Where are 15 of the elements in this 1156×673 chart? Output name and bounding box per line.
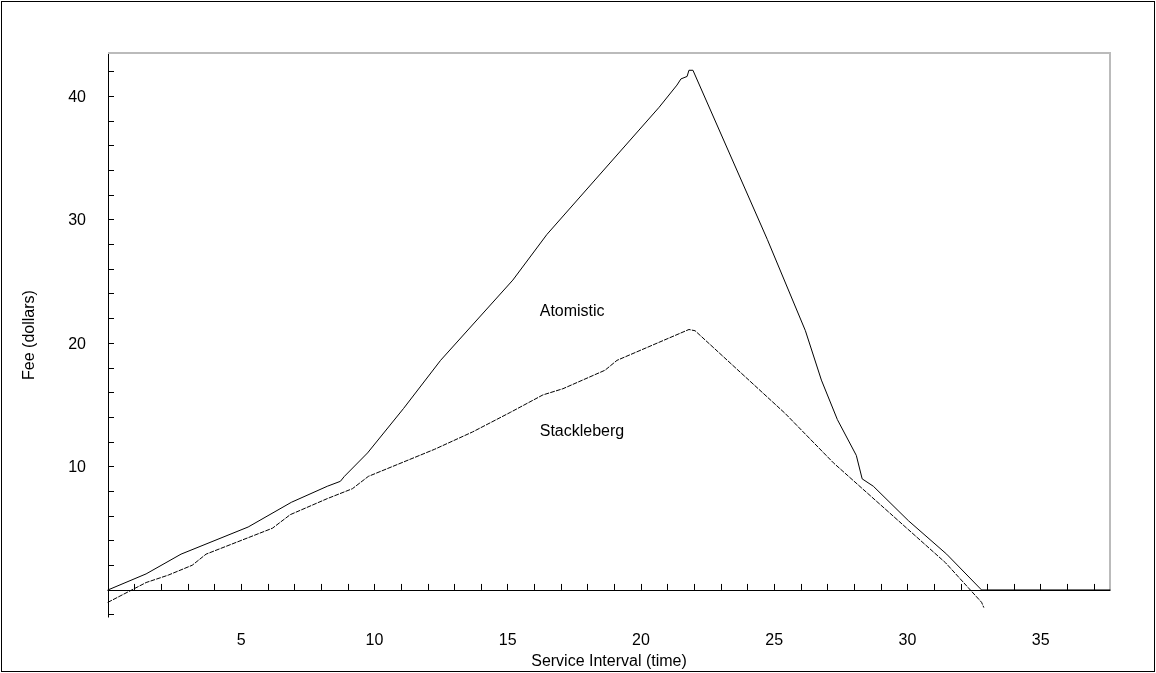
x-tick-label: 20 <box>632 630 650 648</box>
y-tick-label: 30 <box>68 211 87 229</box>
series-label: Stackleberg <box>539 422 625 440</box>
y-tick-label: 20 <box>68 334 87 352</box>
x-tick-label: 35 <box>1031 630 1050 648</box>
x-tick-label: 15 <box>498 630 517 648</box>
x-axis-title: Service Interval (time) <box>531 651 687 669</box>
y-axis-title: Fee (dollars) <box>19 290 37 380</box>
x-tick-label: 30 <box>898 630 917 648</box>
y-tick-label: 40 <box>68 87 87 105</box>
x-tick-label: 5 <box>236 630 246 648</box>
y-tick-label: 10 <box>68 458 87 476</box>
x-tick-label: 25 <box>765 630 784 648</box>
x-tick-label: 10 <box>365 630 384 648</box>
text: Atomistic <box>539 302 605 320</box>
